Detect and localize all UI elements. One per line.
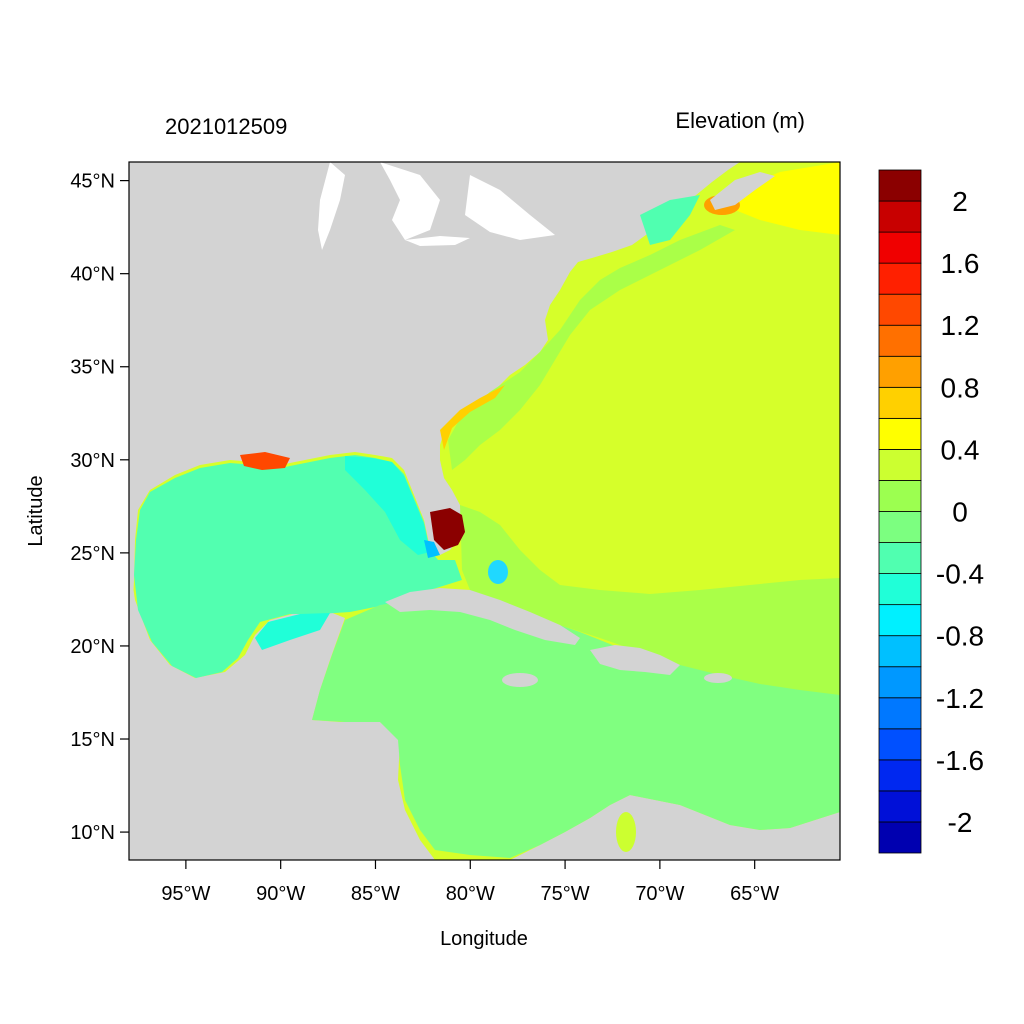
y-tick-label: 20°N <box>70 636 115 658</box>
map-area <box>129 162 840 860</box>
gulf-shelf-low <box>345 456 430 555</box>
florida-low-water <box>424 540 440 558</box>
x-axis-label: Longitude <box>440 928 528 950</box>
colorbar-swatch <box>878 231 922 264</box>
colorbar-tick-label: 1.2 <box>941 310 980 341</box>
x-tick-label: 75°W <box>541 883 590 905</box>
x-tick-label: 65°W <box>730 883 779 905</box>
y-axis-label: Latitude <box>25 475 47 546</box>
colorbar-tick-label: 2 <box>952 186 968 217</box>
colorbar-swatch <box>878 480 922 512</box>
y-tick-label: 10°N <box>70 822 115 844</box>
x-tick-label: 70°W <box>635 883 684 905</box>
colorbar-swatch <box>878 821 922 854</box>
x-tick-label: 90°W <box>256 883 305 905</box>
east-coast-shelf <box>448 225 735 470</box>
colorbar-swatch <box>878 324 922 357</box>
caribbean-sea <box>312 598 840 858</box>
colorbar-swatch <box>878 200 922 233</box>
y-tick-label: 40°N <box>70 264 115 286</box>
colorbar-swatch <box>878 635 922 668</box>
south-america-land <box>510 795 840 860</box>
colorbar-swatch <box>878 169 922 202</box>
colorbar-tick-label: -0.8 <box>936 621 984 652</box>
colorbar-swatch <box>878 573 922 606</box>
colorbar-swatch <box>878 293 922 326</box>
colorbar-swatch <box>878 386 922 419</box>
florida-surge <box>430 508 465 550</box>
southeast-coast-high <box>440 385 505 450</box>
great-lakes <box>318 162 555 250</box>
x-tick-label: 80°W <box>446 883 495 905</box>
bahamas-low-water <box>488 560 508 584</box>
colorbar-swatch <box>878 449 922 481</box>
colorbar-swatch <box>878 417 922 450</box>
colorbar-tick-label: -1.6 <box>936 745 984 776</box>
colorbar-swatch <box>878 262 922 295</box>
colorbar-swatch <box>878 697 922 730</box>
x-tick-label: 85°W <box>351 883 400 905</box>
plot-frame <box>128 161 841 861</box>
y-tick-label: 45°N <box>70 171 115 193</box>
colorbar-swatch <box>878 604 922 637</box>
colorbar-swatch <box>878 728 922 761</box>
gulf-of-mexico <box>134 455 462 678</box>
yucatan-shelf-low <box>255 613 330 650</box>
y-tick-label: 35°N <box>70 357 115 379</box>
puerto-rico-land <box>704 673 732 683</box>
y-tick-label: 15°N <box>70 729 115 751</box>
central-america-land <box>129 560 435 860</box>
colorbar-tick-label: -2 <box>948 807 973 838</box>
y-tick-label: 25°N <box>70 543 115 565</box>
gulf-coast-surge <box>240 452 290 470</box>
hispaniola-land <box>590 645 680 675</box>
north-america-land <box>129 162 740 600</box>
colorbar-swatch <box>878 542 922 574</box>
variable-title: Elevation (m) <box>675 108 805 133</box>
jamaica-land <box>502 673 538 687</box>
colorbar: -2 -1.6 -1.2 -0.8 -0.4 0 0.4 0.8 1.2 1.6 2 <box>878 169 984 854</box>
colorbar-swatch <box>878 355 922 388</box>
cuba-land <box>385 588 580 645</box>
new-england-low <box>640 195 700 245</box>
colorbar-swatch <box>878 511 922 543</box>
atlantic-shelf <box>460 505 840 695</box>
colorbar-swatch <box>878 759 922 792</box>
y-axis: 45°N 40°N 35°N 30°N 25°N 20°N 15°N 10°N <box>70 171 129 844</box>
colorbar-swatch <box>878 790 922 823</box>
colorbar-tick-label: 0 <box>952 497 968 528</box>
timestamp-title: 2021012509 <box>165 114 287 139</box>
nova-scotia-land <box>710 172 775 210</box>
colorbar-tick-label: -1.2 <box>936 683 984 714</box>
lake-maracaibo <box>616 812 636 852</box>
colorbar-tick-label: 0.8 <box>941 372 980 403</box>
y-tick-label: 30°N <box>70 450 115 472</box>
colorbar-tick-label: 0.4 <box>941 434 980 465</box>
colorbar-tick-label: -0.4 <box>936 559 984 590</box>
x-tick-label: 95°W <box>161 883 210 905</box>
x-axis: 95°W 90°W 85°W 80°W 75°W 70°W 65°W <box>161 860 779 905</box>
colorbar-tick-label: 1.6 <box>941 248 980 279</box>
colorbar-swatch <box>878 666 922 699</box>
